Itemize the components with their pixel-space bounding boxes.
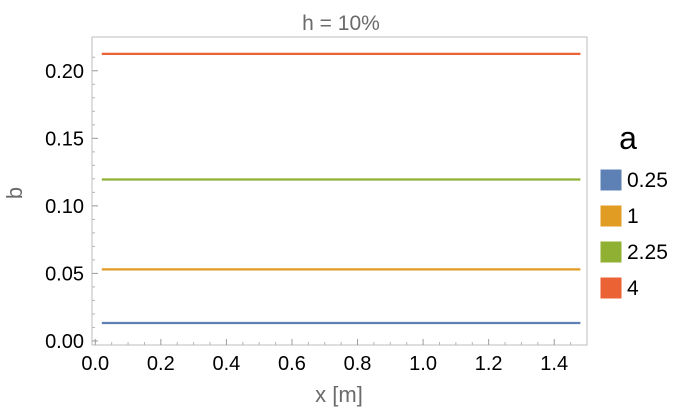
x-axis-label: x [m] xyxy=(315,382,363,407)
y-tick-label: 0.15 xyxy=(45,128,84,150)
legend: a 0.25 1 2.25 4 xyxy=(599,120,668,300)
legend-label: 0.25 xyxy=(627,169,668,192)
x-tick-label: 0.2 xyxy=(147,353,175,375)
plot-frame xyxy=(91,36,588,346)
x-axis: 0.0 0.2 0.4 0.6 0.8 1.0 1.2 1.4 xyxy=(81,339,572,375)
y-tick-label: 0.20 xyxy=(45,61,84,83)
y-tick-label: 0.00 xyxy=(45,331,84,353)
plot-area xyxy=(101,52,581,325)
chart-title: h = 10% xyxy=(302,12,380,35)
x-tick-label: 0.4 xyxy=(212,353,240,375)
x-tick-label: 1.0 xyxy=(409,353,437,375)
y-tick-label: 0.10 xyxy=(45,196,84,218)
y-axis-label: b xyxy=(2,187,27,199)
legend-swatch xyxy=(599,240,623,264)
x-tick-label: 0.6 xyxy=(278,353,306,375)
x-tick-label: 1.4 xyxy=(540,353,568,375)
legend-label: 2.25 xyxy=(627,241,668,264)
x-tick-label: 0.0 xyxy=(81,353,109,375)
x-tick-label: 1.2 xyxy=(475,353,503,375)
legend-swatch xyxy=(599,168,623,192)
legend-label: 1 xyxy=(627,205,639,228)
y-axis: 0.00 0.05 0.10 0.15 0.20 xyxy=(45,56,98,353)
legend-title: a xyxy=(619,120,637,156)
y-tick-label: 0.05 xyxy=(45,263,84,285)
legend-label: 4 xyxy=(627,277,639,300)
legend-swatch xyxy=(599,276,623,300)
legend-swatch xyxy=(599,204,623,228)
x-tick-label: 0.8 xyxy=(344,353,372,375)
